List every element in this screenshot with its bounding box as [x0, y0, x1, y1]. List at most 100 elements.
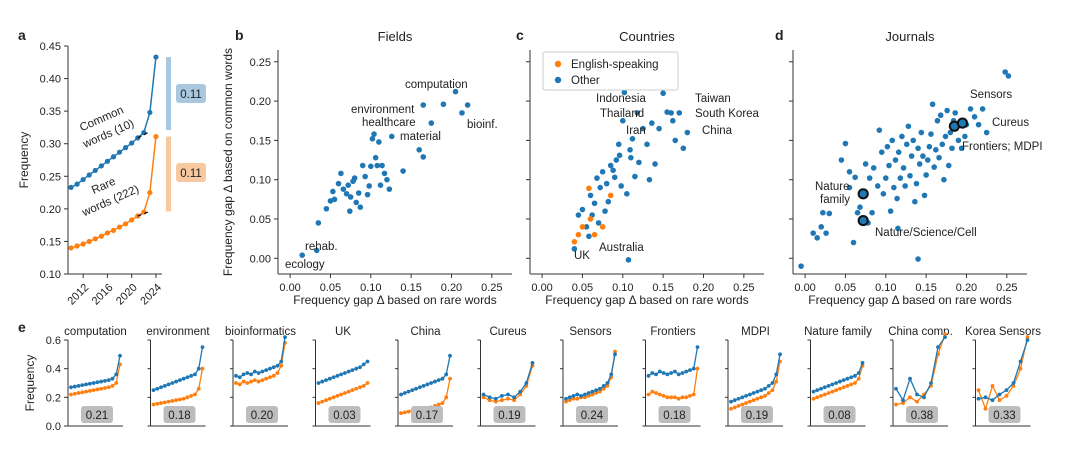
d-point — [916, 161, 923, 167]
e-y-tick-label: 0.2 — [46, 392, 61, 404]
e-point-orange — [440, 401, 445, 405]
d-point — [979, 106, 986, 112]
d-point — [929, 101, 936, 108]
e-point-orange — [976, 388, 981, 393]
e-point-orange — [95, 387, 100, 392]
e-point-blue — [774, 372, 779, 377]
d-point — [910, 137, 917, 144]
b-point — [338, 170, 344, 177]
c-legend-label-1: Other — [571, 75, 600, 87]
d-point — [862, 161, 869, 167]
c-x-tick-label: 0.15 — [652, 282, 673, 294]
e-point-blue — [661, 371, 666, 375]
e-point-blue — [417, 385, 422, 390]
e-point-orange — [365, 381, 370, 385]
b-point — [379, 162, 385, 169]
e-point-orange — [943, 332, 947, 337]
e-point-orange — [822, 392, 827, 397]
b-point — [420, 102, 427, 108]
d-point — [880, 191, 887, 197]
c-point-other — [668, 110, 675, 116]
e-point-orange — [260, 378, 265, 383]
e-point-orange — [256, 379, 261, 384]
e-point-orange — [732, 405, 737, 410]
c-point-english-speaking — [586, 185, 592, 192]
c-point-other — [571, 246, 578, 252]
d-point — [915, 256, 921, 262]
e-point-blue — [845, 376, 850, 381]
c-legend-label-0: English-speaking — [571, 59, 659, 71]
b-annotation-computation: computation — [405, 79, 468, 91]
d-point — [878, 149, 885, 155]
b-point — [364, 191, 371, 198]
a-y-tick-label: 0.25 — [40, 171, 61, 183]
b-point — [386, 186, 393, 192]
e-y-tick-label: 0.4 — [46, 364, 61, 376]
e-point-orange — [237, 382, 242, 387]
c-point-other — [684, 129, 691, 136]
d-point — [886, 162, 892, 169]
e-point-blue — [331, 375, 336, 380]
e-point-orange — [990, 383, 995, 388]
e-point-orange — [316, 401, 321, 405]
b-x-tick-label: 0.15 — [400, 282, 421, 294]
e-point-orange — [402, 410, 407, 415]
e-point-blue — [481, 392, 486, 397]
d-point — [818, 224, 825, 230]
e-point-orange — [151, 402, 156, 407]
e-gap-badge — [411, 406, 443, 423]
e-gap-value: 0.17 — [416, 410, 438, 422]
c-x-axis-label: Frequency gap Δ based on rare words — [545, 293, 748, 307]
e-point-blue — [189, 373, 194, 378]
e-point-blue — [915, 392, 919, 397]
e-point-blue — [676, 372, 681, 377]
b-point — [340, 186, 347, 192]
a-point — [74, 181, 80, 187]
e-point-blue — [579, 394, 583, 398]
e-point-blue — [908, 376, 912, 381]
a-y-tick-label: 0.40 — [40, 74, 61, 86]
e-point-blue — [406, 389, 411, 394]
e-point-blue — [856, 371, 861, 375]
e-point-blue — [736, 396, 741, 401]
a-point — [129, 140, 135, 146]
e-point-blue — [316, 381, 321, 385]
c-point-english-speaking — [575, 231, 582, 238]
b-x-tick-label: 0.05 — [320, 282, 341, 294]
e-point-orange — [1018, 366, 1023, 371]
d-point — [936, 154, 942, 161]
d-x-axis-label: Frequency gap Δ based on rare words — [808, 293, 1011, 307]
d-point — [937, 112, 944, 119]
e-point-orange — [590, 392, 595, 397]
e-point-blue — [433, 379, 437, 384]
e-point-blue — [819, 386, 823, 391]
e-subpanel-title: bioinformatics — [225, 326, 296, 338]
a-point — [147, 109, 153, 116]
d-point — [958, 145, 965, 152]
e-point-orange — [196, 386, 201, 391]
e-subpanel-title: computation — [64, 326, 127, 338]
c-point-other — [602, 208, 608, 214]
e-point-blue — [778, 352, 782, 357]
d-point — [891, 184, 897, 191]
d-point — [939, 141, 946, 148]
e-point-blue — [234, 373, 238, 378]
d-point — [895, 225, 901, 232]
e-point-orange — [350, 388, 355, 393]
e-point-blue — [283, 335, 287, 340]
a-y-tick-label: 0.20 — [40, 204, 61, 216]
d-point — [820, 209, 826, 216]
e-subpanel-title: China — [410, 326, 441, 338]
c-point-english-speaking — [591, 231, 598, 238]
b-point — [428, 120, 435, 126]
e-point-blue — [594, 388, 599, 393]
c-point-other — [611, 174, 618, 181]
e-point-blue — [680, 371, 685, 375]
e-subpanel-title: UK — [335, 326, 351, 338]
b-point — [347, 208, 353, 214]
a-point — [116, 149, 123, 155]
d-point — [908, 153, 915, 159]
e-point-blue — [279, 359, 284, 364]
e-point-blue — [166, 382, 171, 387]
e-point-orange — [594, 391, 599, 395]
